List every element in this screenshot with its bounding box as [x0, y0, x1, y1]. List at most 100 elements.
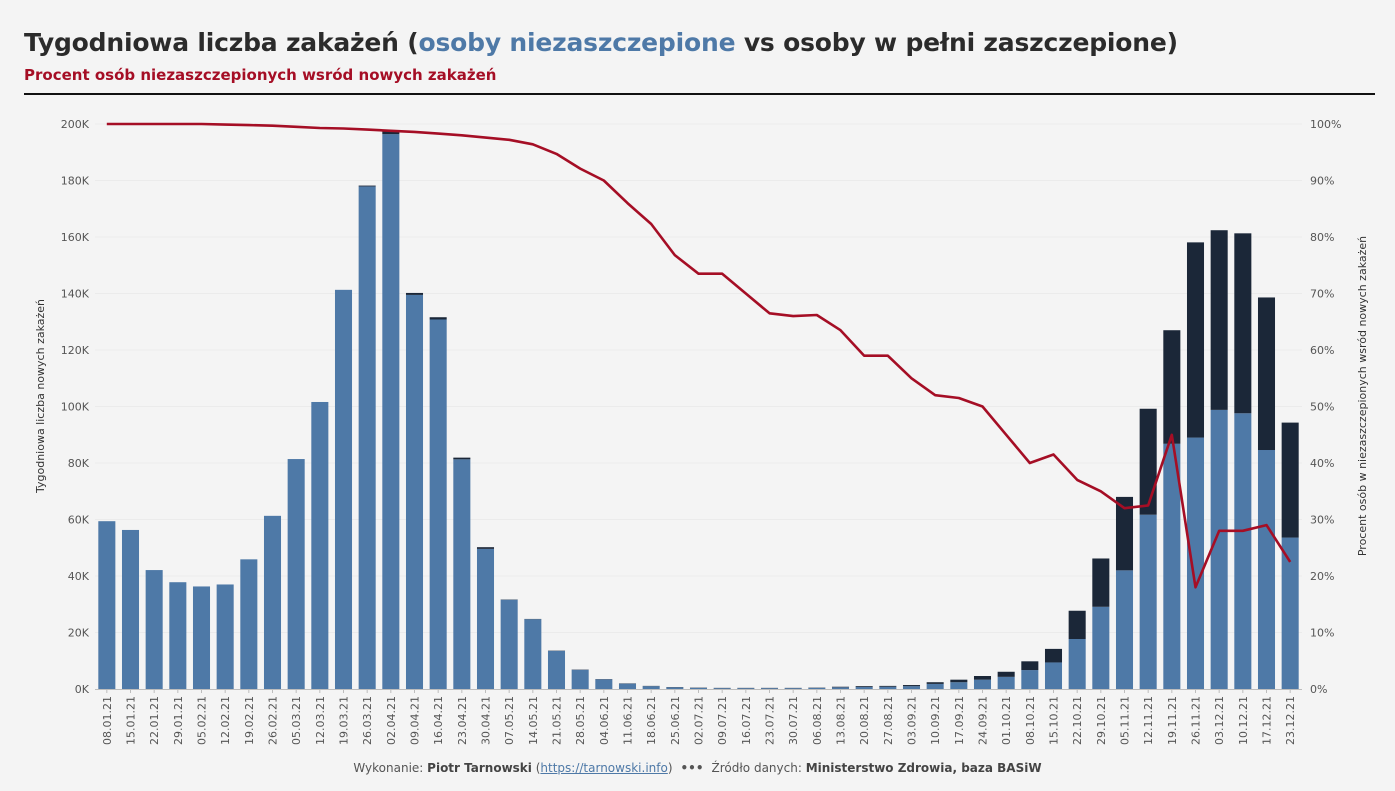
x-tick-label: 03.09.21 — [906, 696, 919, 745]
x-tick-label: 01.10.21 — [1000, 696, 1013, 745]
bar-unvaccinated — [263, 515, 282, 689]
bar-unvaccinated — [879, 686, 897, 689]
x-tick-label: 02.04.21 — [385, 696, 398, 745]
x-tick-label: 08.01.21 — [101, 696, 114, 745]
bar-vaccinated — [358, 185, 376, 187]
x-tick-label: 22.01.21 — [148, 696, 161, 745]
bar-unvaccinated — [831, 687, 850, 689]
bar-vaccinated — [1044, 648, 1063, 663]
footer-source-label: Źródło danych: — [711, 761, 806, 775]
y2-tick-label: 70% — [1310, 288, 1334, 301]
y-tick-label: 60K — [68, 514, 90, 527]
y2-tick-label: 30% — [1310, 514, 1334, 527]
bar-unvaccinated — [1139, 514, 1157, 689]
y-tick-label: 80K — [68, 457, 90, 470]
bar-vaccinated — [1068, 610, 1086, 639]
footer: Wykonanie: Piotr Tarnowski (https://tarn… — [0, 761, 1395, 775]
x-tick-label: 30.04.21 — [480, 696, 493, 745]
bar-unvaccinated — [666, 687, 684, 689]
bar-unvaccinated — [808, 687, 826, 689]
y-axis-title: Tygodniowa liczba nowych zakażeń — [34, 299, 47, 494]
y2-axis-title: Procent osób w niezaszczepionych wsród n… — [1356, 236, 1369, 556]
title-highlight-unvaccinated: osoby niezaszczepione — [418, 28, 736, 57]
x-tick-label: 11.06.21 — [622, 696, 635, 745]
bar-unvaccinated — [926, 683, 944, 689]
bar-vaccinated — [950, 679, 968, 683]
bar-vaccinated — [405, 292, 424, 295]
chart-subtitle: Procent osób niezaszczepionych wsród now… — [24, 66, 497, 84]
bar-unvaccinated — [1163, 443, 1181, 689]
x-tick-label: 08.10.21 — [1024, 696, 1037, 745]
bar-unvaccinated — [1281, 537, 1299, 689]
x-tick-label: 22.10.21 — [1071, 696, 1084, 745]
bar-unvaccinated — [1044, 662, 1063, 689]
x-tick-label: 15.01.21 — [125, 696, 138, 745]
bar-vaccinated — [382, 131, 400, 135]
x-tick-label: 05.11.21 — [1119, 696, 1132, 745]
bar-unvaccinated — [642, 686, 660, 689]
bar-unvaccinated — [405, 294, 424, 689]
bar-unvaccinated — [524, 619, 542, 689]
header-divider — [24, 93, 1375, 95]
x-tick-label: 27.08.21 — [882, 696, 895, 745]
bar-unvaccinated — [997, 676, 1015, 689]
bar-unvaccinated — [453, 459, 471, 689]
y2-tick-label: 10% — [1310, 627, 1334, 640]
bar-vaccinated — [1281, 422, 1299, 538]
bar-unvaccinated — [784, 688, 802, 689]
bar-vaccinated — [1115, 496, 1134, 571]
bar-vaccinated — [855, 686, 873, 688]
bar-unvaccinated — [547, 650, 566, 689]
bar-unvaccinated — [737, 688, 755, 689]
x-tick-label: 18.06.21 — [645, 696, 658, 745]
footer-source: Ministerstwo Zdrowia, baza BASiW — [805, 761, 1042, 775]
x-tick-label: 04.06.21 — [598, 696, 611, 745]
bar-unvaccinated — [1186, 437, 1205, 689]
footer-link-open: ( — [531, 761, 541, 775]
bar-unvaccinated — [98, 521, 116, 689]
x-tick-label: 23.12.21 — [1284, 696, 1297, 745]
bar-vaccinated — [1139, 408, 1157, 515]
y2-tick-label: 60% — [1310, 344, 1334, 357]
footer-made-by-label: Wykonanie: — [353, 761, 428, 775]
footer-link[interactable]: https://tarnowski.info — [540, 761, 668, 775]
footer-author: Piotr Tarnowski — [427, 761, 532, 775]
y-tick-label: 120K — [61, 344, 90, 357]
bar-unvaccinated — [1210, 409, 1228, 689]
bar-unvaccinated — [689, 687, 708, 689]
percent-unvaccinated-line — [106, 122, 1292, 589]
x-tick-label: 20.08.21 — [858, 696, 871, 745]
bar-vaccinated — [1257, 297, 1276, 451]
title-part1: Tygodniowa liczba zakażeń ( — [24, 28, 419, 57]
bar-unvaccinated — [571, 669, 589, 689]
bar-unvaccinated — [145, 570, 163, 689]
x-tick-label: 05.02.21 — [196, 696, 209, 745]
bar-unvaccinated — [240, 559, 258, 689]
bar-unvaccinated — [216, 584, 234, 689]
chart-title: Tygodniowa liczba zakażeń (osoby niezasz… — [24, 28, 1178, 57]
bar-vaccinated — [1210, 230, 1228, 410]
y2-tick-label: 0% — [1310, 683, 1327, 696]
bar-unvaccinated — [902, 686, 921, 689]
bar-vaccinated — [1092, 558, 1110, 607]
bar-unvaccinated — [760, 688, 779, 689]
bar-vaccinated — [476, 547, 495, 549]
bar-unvaccinated — [476, 548, 495, 689]
x-tick-label: 19.03.21 — [338, 696, 351, 745]
y-tick-label: 160K — [61, 231, 90, 244]
bar-vaccinated — [926, 682, 944, 684]
x-tick-label: 26.11.21 — [1190, 696, 1203, 745]
y2-tick-label: 40% — [1310, 457, 1334, 470]
bar-unvaccinated — [973, 679, 992, 689]
bar-unvaccinated — [192, 586, 211, 689]
x-tick-label: 16.07.21 — [740, 696, 753, 745]
x-tick-label: 09.07.21 — [716, 696, 729, 745]
x-tick-label: 13.08.21 — [835, 696, 848, 745]
bar-unvaccinated — [382, 134, 400, 690]
bar-unvaccinated — [358, 186, 376, 689]
y2-tick-label: 100% — [1310, 118, 1341, 131]
x-tick-label: 29.10.21 — [1095, 696, 1108, 745]
bar-unvaccinated — [1115, 570, 1134, 689]
footer-separator: ••• — [680, 761, 704, 775]
x-tick-label: 23.07.21 — [764, 696, 777, 745]
